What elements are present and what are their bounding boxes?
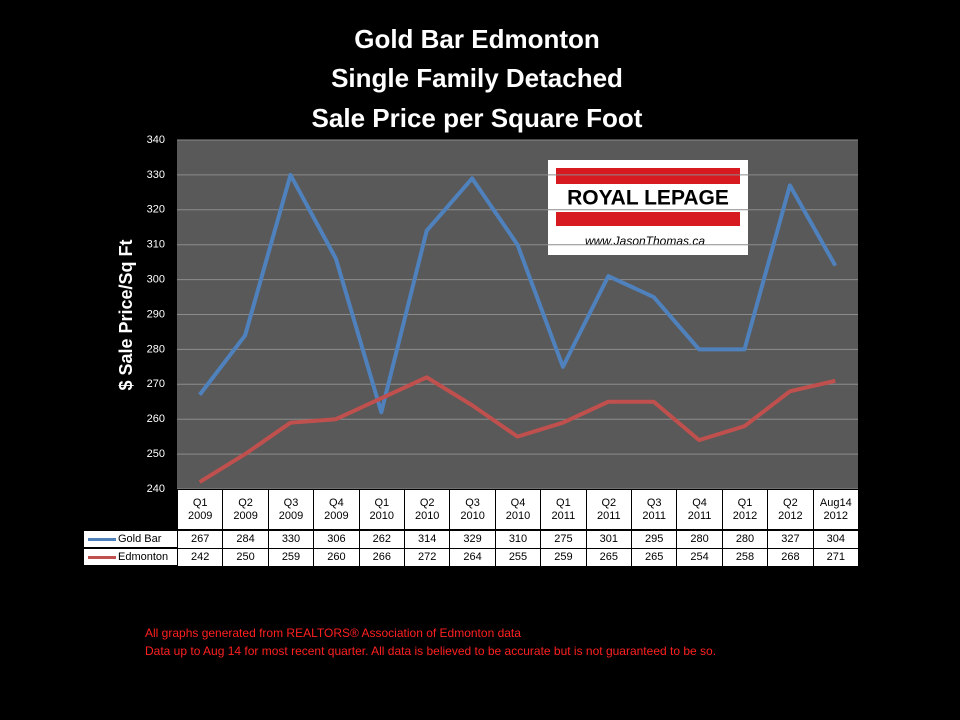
value-cell: 327: [767, 530, 814, 549]
value-cell: 306: [313, 530, 360, 549]
value-cell: 284: [222, 530, 269, 549]
category-label: Q4 2011: [676, 489, 723, 530]
category-label: Q1 2011: [540, 489, 587, 530]
value-cell: 329: [449, 530, 496, 549]
value-cell: 330: [267, 530, 315, 549]
value-cell: 265: [585, 548, 632, 567]
y-tick-label: 280: [147, 343, 165, 355]
y-tick-label: 300: [147, 274, 165, 286]
category-label: Q2 2011: [585, 489, 632, 530]
y-tick-label: 310: [147, 239, 165, 251]
value-cell: 272: [404, 548, 451, 567]
category-label: Q3 2011: [631, 489, 678, 530]
series-line: [198, 172, 838, 415]
value-cell: 310: [494, 530, 542, 549]
value-cell: 304: [812, 530, 859, 549]
value-cell: 250: [222, 548, 269, 567]
value-cell: 264: [449, 548, 496, 567]
value-cell: 295: [631, 530, 678, 549]
value-cell: 265: [631, 548, 678, 567]
category-label: Q3 2010: [449, 489, 496, 530]
logo-website: www.JasonThomas.ca: [585, 234, 705, 248]
value-cell: 280: [721, 530, 769, 549]
category-label: Q4 2009: [313, 489, 360, 530]
value-cell: 275: [540, 530, 587, 549]
series-line: [198, 375, 836, 484]
y-tick-label: 240: [147, 483, 165, 495]
logo: ROYAL LEPAGE www.JasonThomas.ca: [548, 160, 748, 255]
category-label: Q1 2012: [721, 489, 769, 530]
y-tick-label: 320: [147, 204, 165, 216]
footnote: Data up to Aug 14 for most recent quarte…: [145, 644, 716, 658]
category-label: Q1 2009: [177, 489, 224, 530]
chart-title: Single Family Detached: [331, 63, 623, 93]
chart-title: Gold Bar Edmonton: [354, 24, 600, 54]
chart-title: Sale Price per Square Foot: [312, 103, 643, 133]
value-cell: 242: [177, 548, 224, 567]
value-cell: 266: [358, 548, 405, 567]
y-tick-label: 330: [147, 169, 165, 181]
category-label: Q2 2012: [767, 489, 814, 530]
value-cell: 259: [267, 548, 315, 567]
y-tick-label: 260: [147, 413, 165, 425]
value-cell: 267: [177, 530, 224, 549]
legend-swatch: [88, 555, 116, 559]
y-tick-label: 340: [147, 134, 165, 146]
logo-stripes: [556, 168, 740, 184]
y-tick-label: 270: [147, 378, 165, 390]
value-cell: 301: [585, 530, 632, 549]
value-cell: 262: [358, 530, 405, 549]
category-label: Q1 2010: [358, 489, 405, 530]
y-tick-label: 290: [147, 308, 165, 320]
value-cell: 280: [676, 530, 723, 549]
y-axis-label: $ Sale Price/Sq Ft: [116, 239, 136, 390]
legend-label: Gold Bar: [118, 532, 162, 545]
category-label: Aug14 2012: [812, 489, 859, 530]
value-cell: 254: [676, 548, 723, 567]
footnote: All graphs generated from REALTORS® Asso…: [145, 626, 521, 640]
value-cell: 255: [494, 548, 542, 567]
legend-swatch: [88, 537, 116, 541]
value-cell: 268: [767, 548, 814, 567]
logo-stripes: [556, 212, 740, 226]
category-label: Q3 2009: [267, 489, 315, 530]
value-cell: 314: [404, 530, 451, 549]
value-cell: 258: [721, 548, 769, 567]
category-label: Q2 2009: [222, 489, 269, 530]
legend-entry: Edmonton: [83, 548, 178, 566]
logo-brand: ROYAL LEPAGE: [567, 187, 729, 210]
value-cell: 260: [313, 548, 360, 567]
legend-entry: Gold Bar: [83, 530, 178, 548]
legend-label: Edmonton: [118, 550, 169, 563]
category-label: Q2 2010: [404, 489, 451, 530]
category-label: Q4 2010: [494, 489, 542, 530]
value-cell: 271: [812, 548, 859, 567]
value-cell: 259: [540, 548, 587, 567]
y-tick-label: 250: [147, 448, 165, 460]
